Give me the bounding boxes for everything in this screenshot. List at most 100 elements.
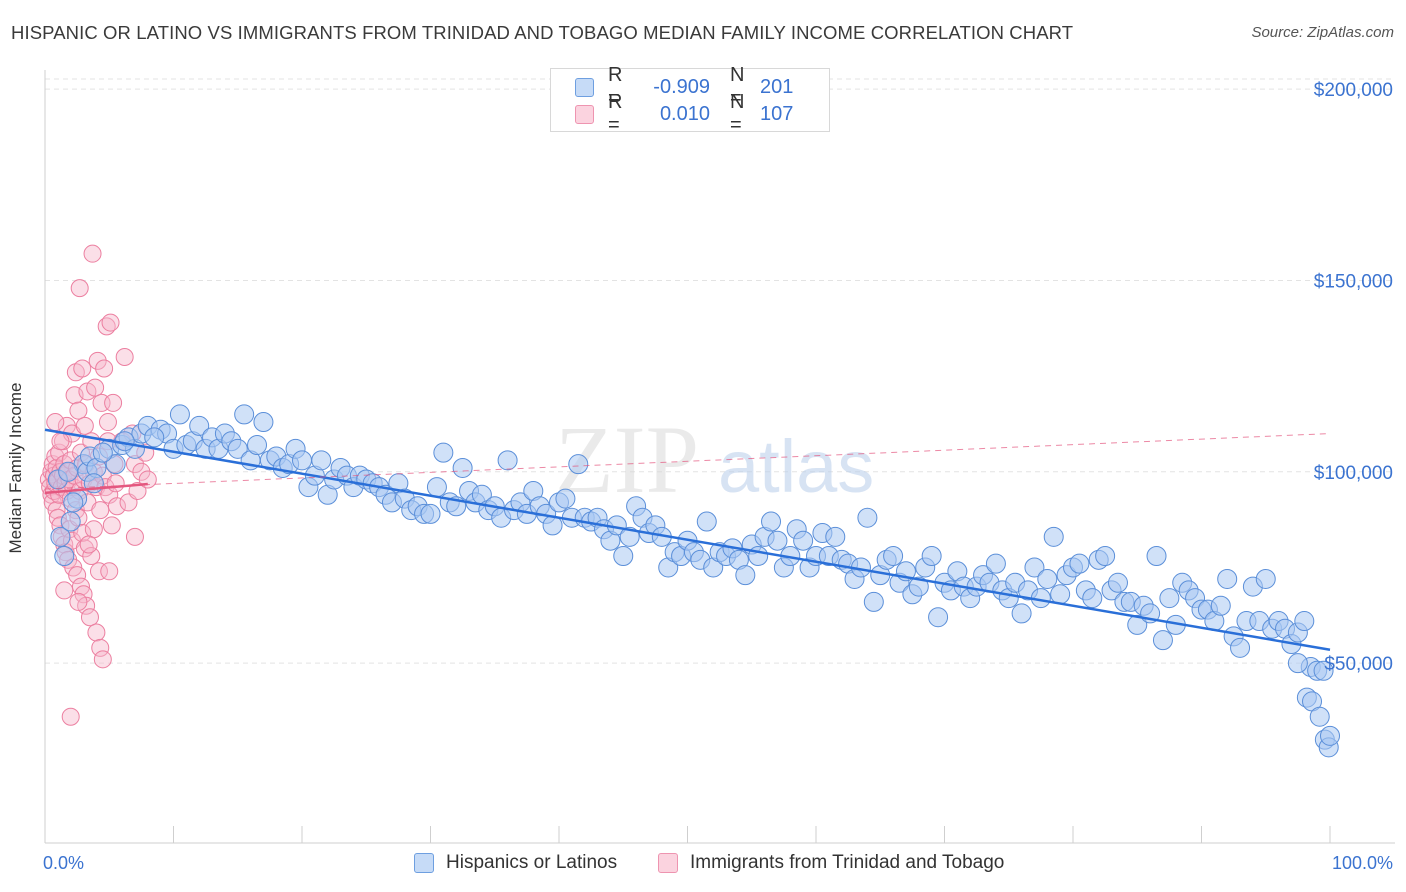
data-point-trinidad (70, 279, 89, 298)
data-point-hispanics (1287, 653, 1308, 674)
y-tick-label: $200,000 (1314, 80, 1393, 101)
data-point-hispanics (169, 404, 190, 425)
n-value: 107 (760, 102, 794, 125)
data-point-trinidad (104, 393, 123, 412)
data-point-hispanics (227, 438, 248, 459)
data-point-hispanics (497, 450, 518, 471)
data-point-hispanics (1159, 588, 1180, 609)
data-point-hispanics (1050, 584, 1071, 605)
data-point-trinidad (69, 401, 88, 420)
y-tick-label: $50,000 (1324, 654, 1393, 675)
legend-item-trinidad[interactable]: Immigrants from Trinidad and Tobago (658, 852, 1004, 874)
legend-row-trinidad: R = 0.010 N = 107 (575, 91, 794, 136)
data-point-trinidad (91, 501, 110, 520)
chart-title: HISPANIC OR LATINO VS IMMIGRANTS FROM TR… (11, 22, 1074, 43)
data-point-hispanics (426, 477, 447, 498)
trend-lines (44, 428, 1331, 651)
source-label: Source: ZipAtlas.com (1251, 24, 1394, 41)
r-label: R = (608, 64, 623, 109)
grid-lines (45, 78, 1395, 664)
correlation-legend: R = -0.909 N = 201 R = 0.010 N = 107 (550, 64, 830, 136)
data-point-trinidad (93, 650, 112, 669)
n-value: 201 (760, 75, 794, 98)
r-label: R = (608, 91, 623, 136)
data-point-hispanics (1230, 637, 1251, 658)
data-point-hispanics (1043, 526, 1064, 547)
legend-item-hispanics[interactable]: Hispanics or Latinos (414, 852, 617, 874)
data-point-trinidad (46, 413, 65, 432)
data-point-trinidad (69, 592, 88, 611)
data-point-trinidad (73, 524, 92, 543)
data-point-trinidad (115, 348, 134, 367)
data-point-trinidad (82, 546, 101, 565)
data-point-hispanics (857, 507, 878, 528)
series-legend: Hispanics or Latinos Immigrants from Tri… (0, 852, 1406, 878)
data-point-trinidad (68, 566, 87, 585)
data-point-hispanics (144, 427, 165, 448)
data-point-trinidad (84, 520, 103, 539)
r-value: -0.909 (653, 75, 710, 98)
axes (44, 70, 1395, 844)
data-point-hispanics (63, 492, 84, 513)
y-tick-labels: $50,000 $100,000 $150,000 $200,000 (1314, 80, 1393, 675)
data-point-hispanics (292, 450, 312, 471)
data-point-trinidad (102, 516, 121, 535)
data-point-hispanics (696, 511, 717, 532)
data-point-hispanics (1011, 603, 1032, 624)
data-point-hispanics (1309, 706, 1330, 727)
data-point-hispanics (58, 461, 79, 482)
legend-label-trinidad: Immigrants from Trinidad and Tobago (690, 852, 1005, 873)
data-point-trinidad (47, 501, 66, 520)
data-point-hispanics (311, 450, 332, 471)
legend-swatch-blue (414, 853, 434, 873)
trend-line-hispanics (44, 428, 1331, 651)
data-point-hispanics (1095, 545, 1116, 566)
data-point-hispanics (1294, 611, 1315, 632)
data-point-hispanics (555, 488, 576, 509)
data-point-hispanics (825, 526, 846, 547)
data-point-hispanics (767, 530, 788, 551)
data-point-trinidad (75, 416, 94, 435)
legend-swatch-pink (658, 853, 678, 873)
data-point-hispanics (748, 545, 769, 566)
n-label: N = (730, 64, 745, 109)
data-point-trinidad (106, 474, 125, 493)
data-point-hispanics (985, 553, 1006, 574)
trend-line-trinidad (44, 482, 148, 495)
data-point-hispanics (793, 530, 814, 551)
data-point-trinidad (128, 481, 147, 500)
legend-label-hispanics: Hispanics or Latinos (446, 852, 618, 873)
watermark-atlas: atlas (718, 425, 874, 508)
data-point-hispanics (1107, 572, 1128, 593)
data-point-trinidad (51, 432, 70, 451)
data-point-hispanics (613, 545, 634, 566)
data-point-trinidad (89, 562, 108, 581)
data-point-hispanics (619, 526, 640, 547)
data-point-trinidad (83, 244, 102, 263)
data-point-hispanics (1127, 614, 1148, 635)
data-point-hispanics (1217, 568, 1238, 589)
data-point-hispanics (433, 442, 454, 463)
data-point-hispanics (54, 545, 75, 566)
data-point-hispanics (1069, 553, 1090, 574)
data-point-hispanics (253, 412, 274, 433)
n-label: N = (730, 91, 745, 136)
data-point-hispanics (1037, 568, 1058, 589)
data-point-hispanics (420, 503, 441, 524)
data-point-hispanics (1152, 630, 1173, 651)
x-tick-max: 100.0% (1331, 853, 1393, 873)
data-point-hispanics (1255, 568, 1276, 589)
data-point-trinidad (132, 462, 151, 481)
data-point-hispanics (928, 607, 949, 628)
data-point-trinidad (107, 497, 126, 516)
data-point-hispanics (1082, 588, 1103, 609)
data-point-hispanics (1146, 545, 1167, 566)
data-point-hispanics (761, 511, 782, 532)
data-point-trinidad (61, 707, 80, 726)
legend-swatch-pink (575, 104, 594, 124)
data-point-trinidad (79, 535, 98, 554)
data-point-hispanics (60, 511, 81, 532)
data-point-trinidad (80, 608, 99, 627)
y-tick-label: $150,000 (1314, 271, 1393, 292)
